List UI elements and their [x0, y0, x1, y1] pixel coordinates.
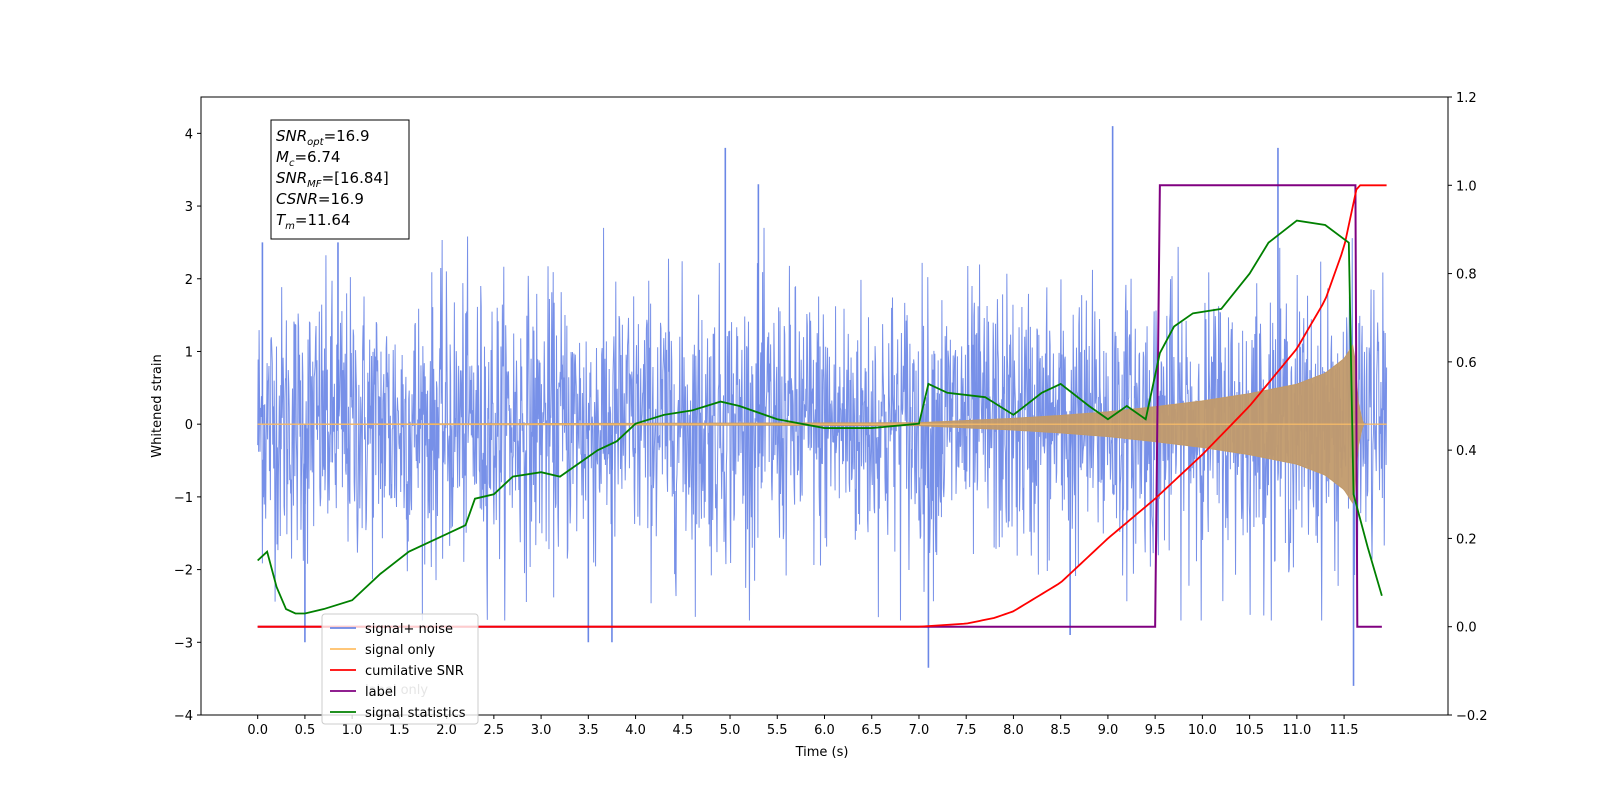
y2-tick-label: 0.6	[1456, 356, 1477, 371]
y-tick-label: 0	[185, 418, 193, 433]
x-axis-label: Time (s)	[795, 745, 849, 760]
x-tick-label: 2.5	[484, 723, 505, 738]
legend-label: signal only	[365, 643, 435, 658]
x-tick-label: 1.0	[342, 723, 363, 738]
x-tick-label: 0.5	[295, 723, 316, 738]
legend-hidden-text: label only	[365, 683, 428, 698]
x-tick-label: 7.0	[909, 723, 930, 738]
x-tick-label: 5.0	[720, 723, 741, 738]
x-tick-label: 0.0	[247, 723, 268, 738]
y-tick-label: −3	[174, 636, 193, 651]
y-tick-label: 3	[185, 200, 193, 215]
y2-tick-label: 1.0	[1456, 179, 1477, 194]
y2-tick-label: 0.8	[1456, 268, 1477, 283]
signal-plus-noise-line	[257, 227, 1388, 621]
legend-label: cumilative SNR	[365, 664, 464, 679]
signal-plus-noise-series	[257, 126, 1388, 686]
y-tick-label: 1	[185, 345, 193, 360]
x-tick-label: 8.5	[1050, 723, 1071, 738]
y2-tick-label: 1.2	[1456, 91, 1477, 106]
x-tick-label: 4.5	[672, 723, 693, 738]
y2-tick-label: −0.2	[1456, 709, 1488, 724]
x-axis: 0.0 0.5 1.0 1.5 2.0 2.5 3.0 3.5 4.0 4.5 5.0 5.5 6.0 6…	[247, 715, 1359, 738]
x-tick-label: 6.5	[861, 723, 882, 738]
y-tick-label: 2	[185, 273, 193, 288]
x-tick-label: 11.0	[1282, 723, 1311, 738]
x-tick-label: 3.5	[578, 723, 599, 738]
x-tick-label: 9.5	[1145, 723, 1166, 738]
y-tick-label: −1	[174, 491, 193, 506]
x-tick-label: 5.5	[767, 723, 788, 738]
y-tick-label: −4	[174, 709, 193, 724]
annotation-line: Mc=6.74	[276, 148, 340, 169]
x-tick-label: 7.5	[956, 723, 977, 738]
x-tick-label: 11.5	[1330, 723, 1359, 738]
x-tick-label: 10.0	[1188, 723, 1217, 738]
y-axis-label: Whitened strain	[150, 354, 165, 457]
annotation-line: SNRopt=16.9	[276, 127, 370, 148]
y-axis-left: 4 3 2 1 0 −1 −2 −3 −4	[174, 127, 201, 724]
x-tick-label: 6.0	[814, 723, 835, 738]
signal-statistics-line	[257, 219, 1383, 615]
legend-label: signal statistics	[365, 706, 466, 721]
x-tick-label: 4.0	[625, 723, 646, 738]
annotation-line: CSNR=16.9	[276, 190, 364, 208]
annotation-line: SNRMF=[16.84]	[276, 169, 389, 190]
y2-tick-label: 0.4	[1456, 444, 1477, 459]
legend: label only signal+ noise signal only cumila…	[321, 613, 479, 725]
legend-label: label	[365, 685, 396, 700]
y-tick-label: −2	[174, 564, 193, 579]
x-tick-label: 9.0	[1098, 723, 1119, 738]
y2-tick-label: 0.0	[1456, 621, 1477, 636]
annotation-line: Tm=11.64	[276, 211, 350, 232]
y-axis-right: 1.2 1.0 0.8 0.6 0.4 0.2 0.0 −0.2	[1448, 91, 1488, 724]
x-tick-label: 2.0	[436, 723, 457, 738]
y-tick-label: 4	[185, 127, 193, 142]
x-tick-label: 8.0	[1003, 723, 1024, 738]
legend-label: signal+ noise	[365, 622, 453, 637]
x-tick-label: 10.5	[1235, 723, 1264, 738]
x-tick-label: 3.0	[531, 723, 552, 738]
label-line	[257, 184, 1382, 628]
x-tick-label: 1.5	[389, 723, 410, 738]
annotation-box: SNRopt=16.9Mc=6.74SNRMF=[16.84]CSNR=16.9…	[270, 119, 410, 240]
y2-tick-label: 0.2	[1456, 532, 1477, 547]
